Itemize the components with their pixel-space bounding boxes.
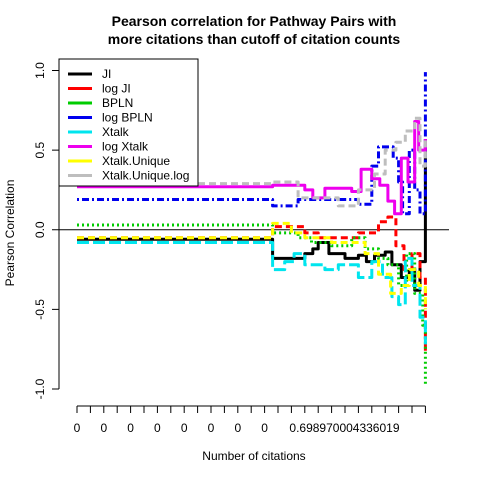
series-line <box>77 120 427 216</box>
x-tick-label: 0.698970004336019 <box>289 421 399 435</box>
plot-area <box>59 72 449 385</box>
series-line <box>77 215 427 354</box>
series-line <box>77 72 427 216</box>
chart-title-line: more citations than cutoff of citation c… <box>108 31 401 47</box>
x-axis-label: Number of citations <box>202 449 305 463</box>
legend-label: log Xtalk <box>102 140 149 154</box>
series-line <box>77 241 427 345</box>
y-tick-label: 1.0 <box>33 62 47 79</box>
legend-box <box>58 58 199 187</box>
x-tick-label: 0 <box>154 421 161 435</box>
y-tick-label: 0.0 <box>33 221 47 238</box>
legend-label: Xtalk.Unique.log <box>102 169 189 183</box>
legend-label: log JI <box>102 82 131 96</box>
y-axis: -1.0 -0.5 0.0 0.5 1.0 <box>33 62 60 399</box>
x-tick-label: 0 <box>181 421 188 435</box>
series-line <box>77 116 427 208</box>
chart-title-line: Pearson correlation for Pathway Pairs wi… <box>112 13 397 29</box>
y-tick-label: -1.0 <box>33 378 47 399</box>
y-tick-label: 0.5 <box>33 141 47 158</box>
legend-label: log BPLN <box>102 111 153 125</box>
x-tick-label: 0 <box>127 421 134 435</box>
series-line <box>77 223 427 385</box>
legend-label: JI <box>102 67 111 81</box>
y-tick-label: -0.5 <box>33 299 47 320</box>
x-tick-label: 0 <box>234 421 241 435</box>
x-tick-label: 0 <box>261 421 268 435</box>
x-tick-label: 0 <box>208 421 215 435</box>
legend-label: Xtalk <box>102 125 130 139</box>
legend-label: BPLN <box>102 96 133 110</box>
x-axis: 0 0 0 0 0 0 0 0 0.698970004336019 <box>74 405 426 435</box>
chart-title: Pearson correlation for Pathway Pairs wi… <box>108 13 401 47</box>
x-tick-label: 0 <box>74 421 81 435</box>
series-line <box>77 221 427 310</box>
y-axis-label: Pearson Correlation <box>3 180 17 287</box>
legend-label: Xtalk.Unique <box>102 154 170 168</box>
x-tick-label: 0 <box>100 421 107 435</box>
